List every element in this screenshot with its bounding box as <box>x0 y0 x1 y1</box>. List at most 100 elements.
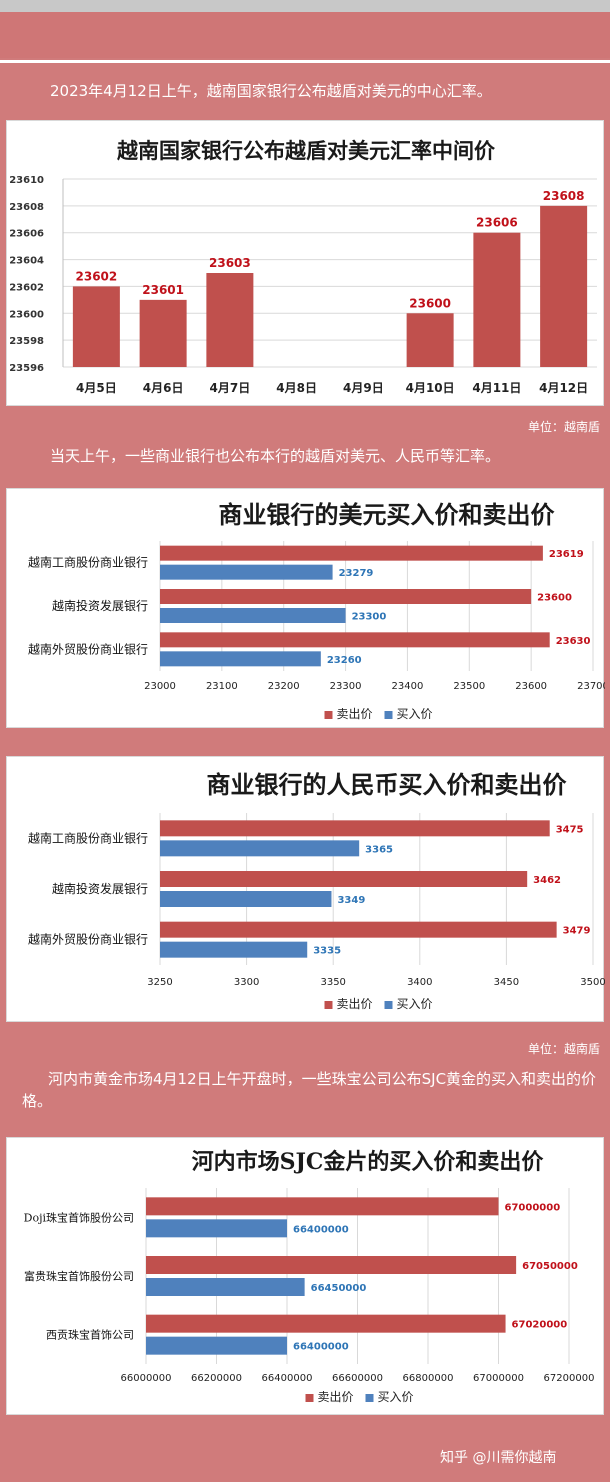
x-tick-label: 4月11日 <box>472 381 521 395</box>
bar <box>160 921 557 938</box>
data-label: 3479 <box>563 926 591 937</box>
data-label: 67000000 <box>505 1202 561 1213</box>
y-tick-label: 23600 <box>9 309 44 320</box>
x-tick-label: 3350 <box>320 977 345 988</box>
bar <box>139 299 187 367</box>
bar <box>160 608 346 623</box>
bar <box>206 273 254 367</box>
x-tick-label: 4月5日 <box>76 381 117 395</box>
legend-entry: 买入价 <box>397 707 433 721</box>
x-tick-label: 3300 <box>234 977 259 988</box>
chart-panel-1: 越南国家银行公布越盾对美元汇率中间价 23596 23598 23600 23602 23… <box>6 120 604 406</box>
category-label: 富贵珠宝首饰股份公司 <box>24 1269 134 1283</box>
legend-entry: 卖出价 <box>337 707 373 721</box>
intro-text-1: 2023年4月12日上午，越南国家银行公布越盾对美元的中心汇率。 <box>50 82 492 100</box>
x-tick-label: 3400 <box>407 977 432 988</box>
x-tick-label: 4月6日 <box>143 381 184 395</box>
bar <box>146 1278 305 1296</box>
y-tick-label: 23596 <box>9 363 44 374</box>
data-label: 23603 <box>209 256 251 270</box>
category-label: Doji珠宝首饰股份公司 <box>24 1210 134 1224</box>
data-label: 67020000 <box>512 1320 568 1331</box>
x-tick-label: 4月12日 <box>539 381 588 395</box>
category-label: 越南工商股份商业银行 <box>28 555 148 570</box>
x-tick-label: 23400 <box>392 681 424 692</box>
data-label: 23606 <box>476 216 518 230</box>
legend-entry: 卖出价 <box>337 997 373 1011</box>
legend-marker <box>324 1001 333 1009</box>
cny-bank-rates-chart: 商业银行的人民币买入价和卖出价 3250 3300 3350 3400 3450 3500 越… <box>28 770 605 1011</box>
bar <box>160 941 308 958</box>
y-tick-label: 23610 <box>9 175 44 186</box>
y-tick-label: 23608 <box>9 202 44 213</box>
intro-text-3: 河内市黄金市场4月12日上午开盘时，一些珠宝公司公布SJC黄金的买入和卖出的价格… <box>22 1070 597 1110</box>
x-tick-label: 66400000 <box>262 1373 313 1384</box>
sjc-gold-prices-chart: 河内市场SJC金片的买入价和卖出价 66000000 66200000 6640000… <box>24 1149 595 1404</box>
data-label: 23300 <box>352 612 387 623</box>
x-tick-label: 4月7日 <box>210 381 251 395</box>
bar <box>146 1197 499 1216</box>
x-tick-label: 66800000 <box>403 1373 454 1384</box>
central-rate-chart: 越南国家银行公布越盾对美元汇率中间价 23596 23598 23600 23602 23… <box>9 138 597 395</box>
chart-title: 商业银行的人民币买入价和卖出价 <box>207 770 568 799</box>
y-tick-label: 23602 <box>9 282 44 293</box>
usd-bank-rates-chart: 商业银行的美元买入价和卖出价 23000 23100 23200 23300 23400 2… <box>28 500 605 721</box>
chart-panel-2: 商业银行的美元买入价和卖出价 23000 23100 23200 23300 23400 2… <box>6 488 605 728</box>
x-tick-label: 23700 <box>577 681 605 692</box>
chart-panel-4: 河内市场SJC金片的买入价和卖出价 66000000 66200000 6640000… <box>6 1137 604 1415</box>
data-label: 23619 <box>549 549 584 560</box>
data-label: 23630 <box>556 636 591 647</box>
x-tick-label: 23600 <box>515 681 547 692</box>
unit-label-2: 单位：越南盾 <box>527 1042 600 1056</box>
unit-label-1: 单位：越南盾 <box>527 420 600 434</box>
data-label: 3349 <box>337 895 365 906</box>
x-tick-label: 3450 <box>494 977 519 988</box>
category-label: 西贡珠宝首饰公司 <box>46 1328 134 1342</box>
legend-entry: 卖出价 <box>318 1390 354 1404</box>
data-label: 66400000 <box>293 1224 349 1235</box>
category-label: 越南工商股份商业银行 <box>28 830 148 845</box>
footer-watermark: 知乎 @川需你越南 <box>440 1450 557 1466</box>
legend-marker <box>384 711 393 719</box>
intro-text-2: 当天上午，一些商业银行也公布本行的越盾对美元、人民币等汇率。 <box>50 447 501 465</box>
chart-title: 商业银行的美元买入价和卖出价 <box>219 500 556 529</box>
bar <box>160 589 532 604</box>
x-tick-label: 66600000 <box>332 1373 383 1384</box>
x-tick-label: 3500 <box>580 977 605 988</box>
x-tick-label: 3250 <box>147 977 172 988</box>
category-label: 越南投资发展银行 <box>52 881 148 896</box>
x-tick-label: 23100 <box>206 681 238 692</box>
bar <box>160 545 543 561</box>
bar <box>146 1314 506 1333</box>
data-label: 3462 <box>533 875 561 886</box>
data-label: 67050000 <box>522 1261 578 1272</box>
x-tick-label: 67200000 <box>544 1373 595 1384</box>
x-tick-label: 23200 <box>268 681 300 692</box>
x-tick-label: 4月10日 <box>406 381 455 395</box>
category-label: 越南投资发展银行 <box>52 598 148 613</box>
legend-entry: 买入价 <box>397 997 433 1011</box>
bar <box>160 871 528 887</box>
x-tick-label: 66000000 <box>121 1373 172 1384</box>
data-label: 3365 <box>365 844 393 855</box>
data-label: 23602 <box>76 269 118 283</box>
x-tick-label: 66200000 <box>191 1373 242 1384</box>
bar <box>406 313 454 367</box>
legend-marker <box>324 711 333 719</box>
y-tick-label: 23604 <box>9 256 44 267</box>
data-label: 23279 <box>339 568 374 579</box>
category-label: 越南外贸股份商业银行 <box>28 932 148 947</box>
data-label: 3335 <box>313 946 341 957</box>
chart-panel-3: 商业银行的人民币买入价和卖出价 3250 3300 3350 3400 3450 3500 越… <box>6 756 605 1022</box>
data-label: 23600 <box>409 296 451 310</box>
bar <box>160 651 321 667</box>
header-divider <box>0 60 610 63</box>
x-tick-label: 23500 <box>453 681 485 692</box>
bar <box>160 820 550 837</box>
bar <box>146 1256 517 1274</box>
data-label: 23260 <box>327 655 362 666</box>
bar <box>160 564 333 580</box>
chart-title: 越南国家银行公布越盾对美元汇率中间价 <box>116 138 496 163</box>
category-label: 越南外贸股份商业银行 <box>28 641 148 656</box>
y-tick-label: 23606 <box>9 229 44 240</box>
